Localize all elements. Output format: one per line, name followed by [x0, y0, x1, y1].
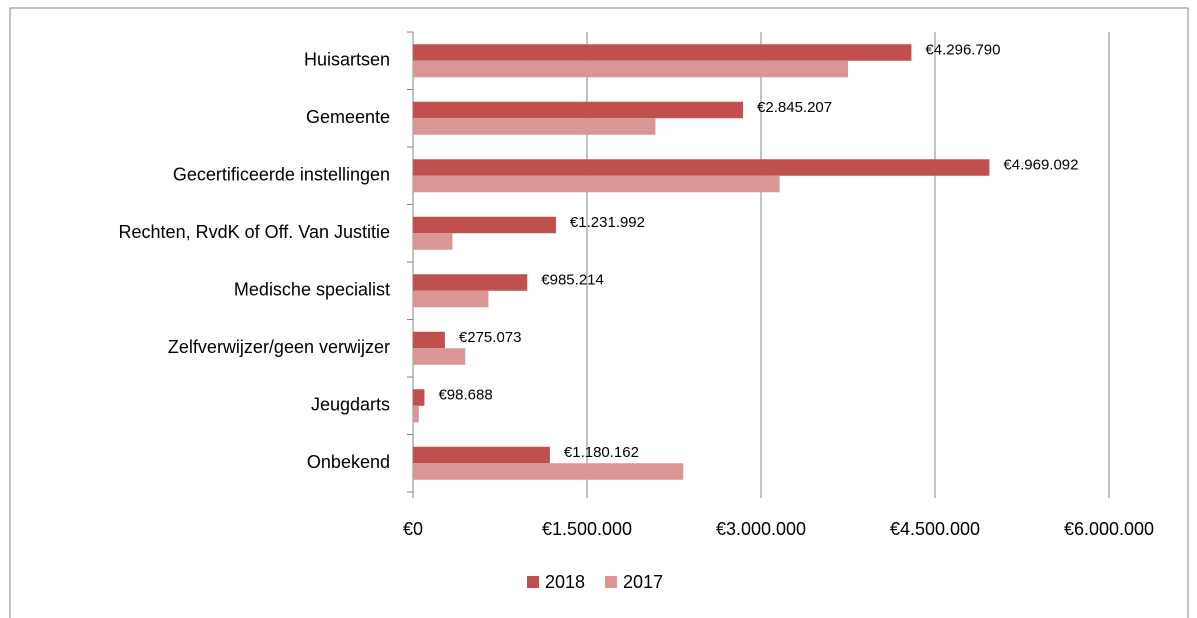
y-tick-label: Medische specialist — [234, 280, 390, 300]
bar — [413, 233, 453, 250]
x-tick-label: €4.500.000 — [890, 519, 980, 539]
bar — [413, 175, 780, 193]
y-tick-label: Gemeente — [306, 107, 390, 127]
value-label: €4.969.092 — [1003, 156, 1078, 173]
value-label: €2.845.207 — [757, 99, 832, 116]
bar — [413, 118, 656, 135]
value-label: €985.214 — [541, 271, 604, 288]
y-tick-label: Jeugdarts — [311, 395, 390, 415]
y-tick-label: Huisartsen — [304, 50, 390, 70]
x-tick-label: €0 — [403, 519, 423, 539]
y-tick-label: Onbekend — [307, 452, 390, 472]
value-label: €1.180.162 — [564, 444, 639, 461]
bar — [413, 101, 744, 119]
value-label: €4.296.790 — [925, 41, 1000, 58]
bar — [413, 274, 528, 291]
legend-swatch — [527, 576, 539, 588]
bar — [413, 44, 912, 61]
legend-swatch — [605, 576, 618, 588]
x-tick-label: €1.500.000 — [542, 519, 632, 539]
bar — [413, 463, 684, 480]
legend-label: 2017 — [623, 572, 663, 592]
value-label: €1.231.992 — [570, 214, 645, 231]
chart-frame — [9, 7, 1189, 618]
y-tick-label: Gecertificeerde instellingen — [173, 165, 390, 185]
bar — [413, 216, 556, 234]
value-label: €98.688 — [438, 386, 492, 403]
bar — [413, 159, 990, 176]
x-tick-label: €3.000.000 — [716, 519, 806, 539]
bar — [413, 446, 550, 464]
y-tick-label: Rechten, RvdK of Off. Van Justitie — [119, 222, 390, 242]
legend-label: 2018 — [545, 572, 585, 592]
x-tick-label: €6.000.000 — [1064, 519, 1154, 539]
bar — [413, 331, 445, 349]
bar — [413, 348, 466, 365]
bar — [413, 389, 425, 406]
bar — [413, 60, 848, 78]
bar — [413, 405, 419, 423]
y-tick-label: Zelfverwijzer/geen verwijzer — [168, 337, 390, 357]
bar — [413, 290, 489, 308]
value-label: €275.073 — [459, 329, 522, 346]
